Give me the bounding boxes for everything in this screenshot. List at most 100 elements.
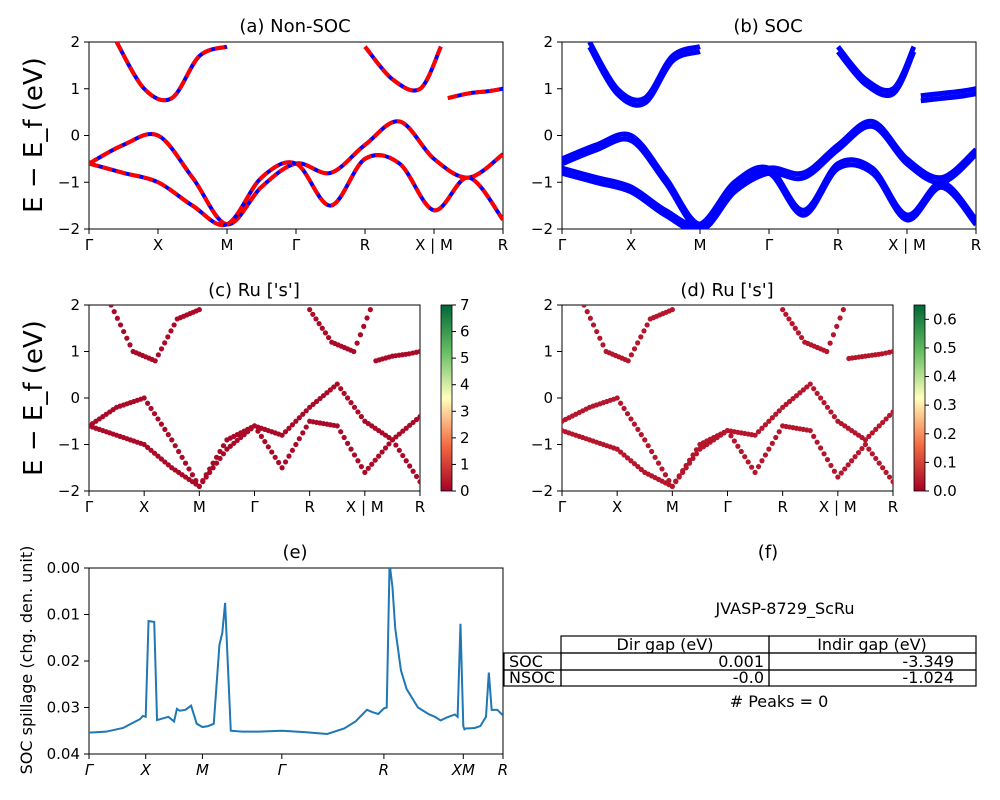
projection-point bbox=[348, 446, 354, 452]
projection-point bbox=[762, 422, 769, 428]
x-tick-label: X | M bbox=[888, 236, 926, 254]
projection-point bbox=[255, 428, 261, 434]
y-tick-label: 0 bbox=[543, 127, 553, 145]
projection-point bbox=[367, 307, 373, 313]
panel-a-xticks: Γ X M Γ R X | M R bbox=[85, 229, 508, 254]
panel-a-yticks: 2 1 0 −1 −2 bbox=[58, 33, 89, 238]
y-tick-label: −2 bbox=[58, 220, 80, 238]
projection-point bbox=[631, 461, 638, 467]
band-line-overlay-2 bbox=[114, 42, 228, 103]
projection-point bbox=[413, 473, 420, 480]
projection-point bbox=[821, 451, 827, 457]
projection-point bbox=[645, 443, 651, 449]
projection-point bbox=[344, 440, 351, 446]
panel-e-soc-spillage: (e) SOC spillage (chg. den. unit) 0.000.… bbox=[17, 542, 508, 779]
projection-point bbox=[168, 328, 174, 334]
projection-point bbox=[196, 307, 202, 313]
panel-e-plot-area bbox=[88, 567, 504, 755]
projection-point bbox=[111, 309, 117, 315]
table-row-nsoc-indir: -1.024 bbox=[902, 668, 954, 687]
projection-point bbox=[635, 463, 641, 470]
projection-point bbox=[618, 449, 624, 455]
projection-point bbox=[369, 461, 375, 467]
projection-point bbox=[396, 447, 402, 453]
projection-point bbox=[830, 332, 837, 338]
projection-point bbox=[303, 408, 309, 414]
projection-point bbox=[807, 427, 813, 434]
projection-point bbox=[279, 432, 285, 438]
projection-point bbox=[361, 323, 367, 329]
projection-point bbox=[145, 400, 151, 406]
x-tick-label: Γ bbox=[278, 761, 288, 779]
y-tick-label: 1 bbox=[543, 343, 553, 361]
projection-point bbox=[317, 395, 323, 402]
panel-e-ylabel: SOC spillage (chg. den. unit) bbox=[17, 546, 36, 775]
projection-point bbox=[742, 454, 748, 460]
projection-point bbox=[400, 428, 406, 434]
projection-point bbox=[638, 432, 644, 438]
y-tick-label: 0.03 bbox=[47, 699, 80, 717]
projection-point bbox=[265, 444, 271, 450]
x-tick-label: R bbox=[777, 498, 787, 516]
projection-point bbox=[155, 416, 161, 422]
band-line-4 bbox=[920, 86, 976, 99]
x-tick-label: M bbox=[196, 761, 209, 779]
y-tick-label: −1 bbox=[531, 436, 553, 454]
projection-point bbox=[728, 433, 734, 439]
panel-f-info-table: (f) JVASP-8729_ScRu Dir gap (eV) Indir g… bbox=[503, 542, 977, 711]
projection-point bbox=[873, 426, 879, 432]
colorbar-tick-label: 0.6 bbox=[933, 310, 957, 328]
projection-point bbox=[322, 330, 329, 336]
projection-point bbox=[855, 450, 862, 456]
projection-point bbox=[279, 465, 285, 471]
x-tick-label: R bbox=[360, 236, 370, 254]
panel-d-colorbar: 0.0 0.1 0.2 0.3 0.4 0.5 0.6 bbox=[913, 304, 957, 500]
projection-point bbox=[876, 460, 882, 466]
x-tick-label: X | M bbox=[819, 498, 857, 516]
projection-point bbox=[364, 315, 370, 321]
band-line-overlay-3 bbox=[363, 45, 443, 93]
projection-point bbox=[341, 434, 347, 441]
projection-point bbox=[789, 321, 795, 327]
projection-point bbox=[652, 454, 658, 460]
y-tick-label: 2 bbox=[70, 296, 80, 314]
x-tick-label: X bbox=[612, 498, 622, 516]
projection-point bbox=[738, 448, 744, 455]
panel-c-title: (c) Ru ['s'] bbox=[208, 280, 300, 301]
projection-point bbox=[417, 348, 420, 355]
projection-point bbox=[316, 321, 322, 327]
projection-point bbox=[234, 437, 240, 444]
x-tick-label: Γ bbox=[85, 498, 94, 516]
panel-c-plot-area bbox=[88, 304, 421, 492]
projection-point bbox=[200, 477, 206, 484]
material-id: JVASP-8729_ScRu bbox=[714, 599, 854, 619]
projection-point bbox=[165, 334, 171, 340]
x-tick-label: X bbox=[626, 236, 636, 254]
projection-point bbox=[890, 479, 893, 485]
projection-point bbox=[300, 411, 306, 417]
projection-point bbox=[286, 453, 292, 459]
projection-point bbox=[827, 340, 833, 346]
panel-a-title: (a) Non-SOC bbox=[239, 16, 350, 37]
projection-point bbox=[355, 458, 361, 464]
projection-point bbox=[828, 409, 834, 415]
projection-point bbox=[811, 433, 817, 439]
x-tick-label: Γ bbox=[292, 236, 301, 254]
projection-point bbox=[769, 440, 775, 446]
projection-point bbox=[379, 449, 385, 455]
projection-point bbox=[324, 390, 330, 396]
colorbar-tick-label: 3 bbox=[460, 402, 470, 420]
projection-point bbox=[327, 387, 333, 393]
x-tick-label: Γ bbox=[250, 498, 259, 516]
projection-point bbox=[798, 334, 805, 341]
spillage-line bbox=[89, 568, 503, 736]
projection-point bbox=[286, 425, 292, 431]
projection-point bbox=[638, 466, 644, 473]
projection-point bbox=[638, 334, 644, 340]
table-cell bbox=[768, 669, 977, 687]
projection-point bbox=[410, 468, 416, 474]
colorbar-gradient bbox=[440, 304, 453, 492]
x-tick-label: Γ bbox=[85, 761, 95, 779]
colorbar-tick-label: 5 bbox=[460, 349, 470, 367]
